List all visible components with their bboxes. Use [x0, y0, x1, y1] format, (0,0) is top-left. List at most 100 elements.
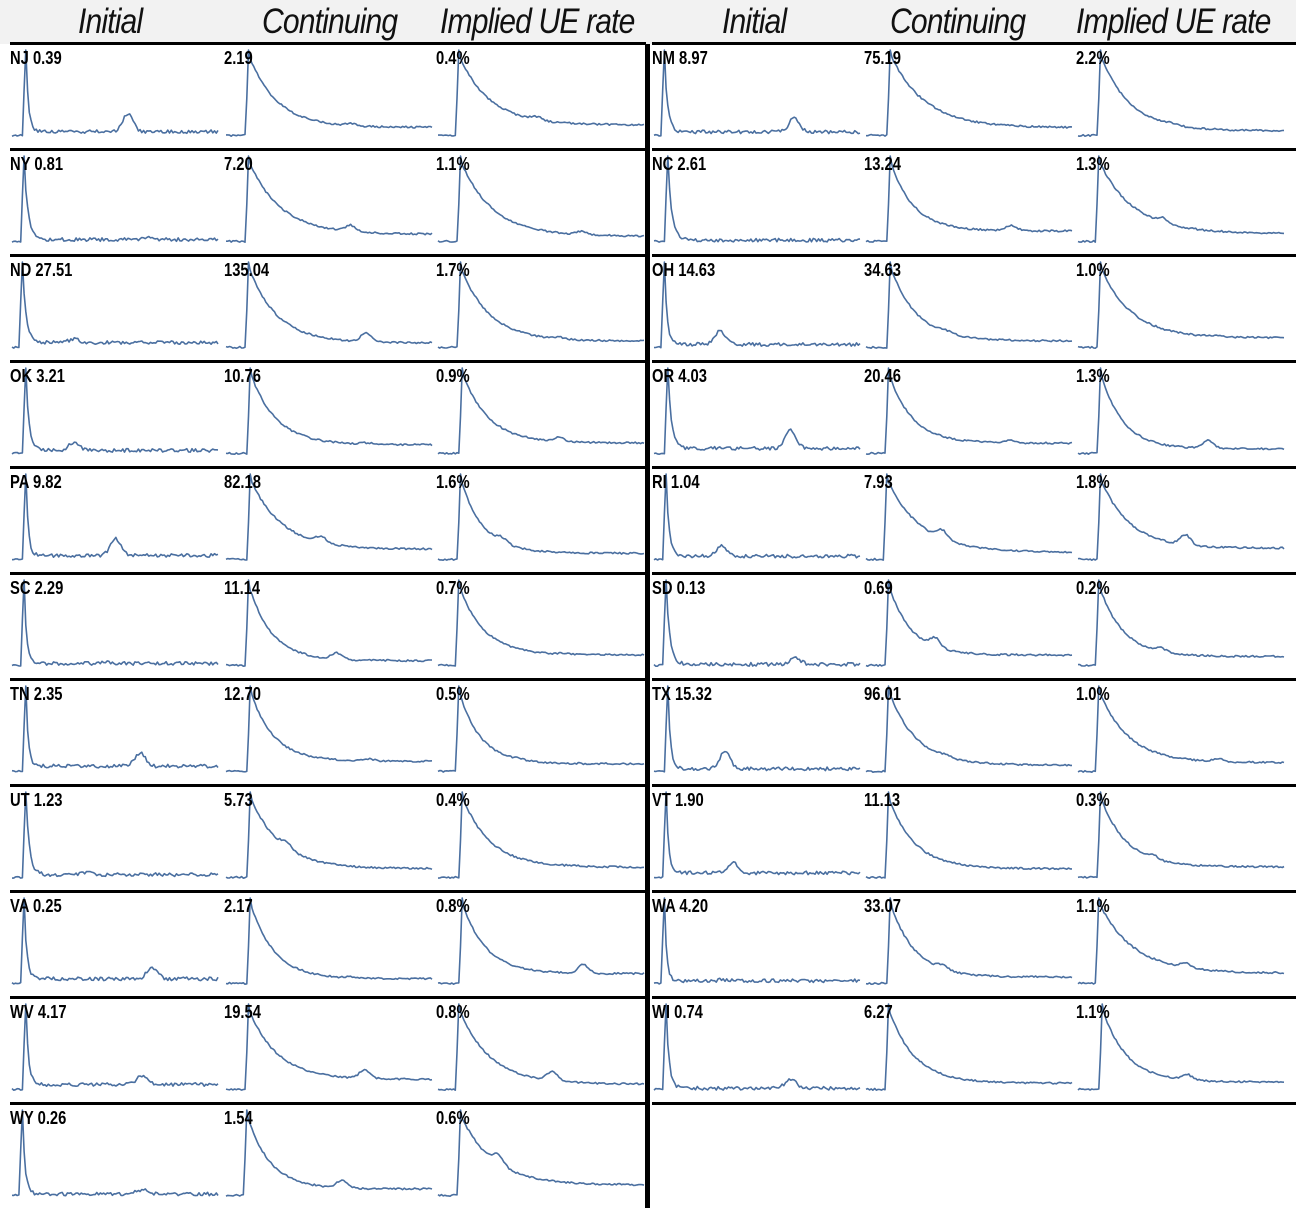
- panel-label: 1.6%: [436, 472, 470, 492]
- panel-label: 75.19: [864, 48, 901, 68]
- sparkline-series: [653, 685, 861, 773]
- sparkline-svg: [653, 579, 861, 667]
- sparkline-series: [865, 897, 1073, 985]
- sparkline-series: [865, 1003, 1073, 1091]
- sparkline-svg: [1077, 49, 1285, 137]
- sparkline-series: [11, 897, 219, 985]
- sparkline-panel: 0.8%: [436, 892, 646, 996]
- sparkline-series: [653, 473, 861, 561]
- sparkline-panel: 1.0%: [1076, 680, 1286, 784]
- sparkline-svg: [226, 155, 433, 243]
- sparkline-panel: 6.27: [864, 998, 1074, 1102]
- row-separator: [10, 466, 646, 469]
- sparkline-series: [11, 367, 219, 455]
- sparkline-svg: [225, 685, 433, 773]
- sparkline-series: [225, 897, 433, 985]
- sparkline-panel: TN 2.35: [10, 680, 220, 784]
- sparkline-panel: 10.76: [224, 362, 434, 466]
- sparkline-svg: [865, 897, 1073, 985]
- sparkline-svg: [1077, 261, 1285, 349]
- sparkline-series: [1077, 49, 1285, 137]
- panel-label: 1.8%: [1076, 472, 1110, 492]
- sparkline-svg: [865, 155, 1073, 243]
- sparkline-panel: 1.7%: [436, 256, 646, 360]
- panel-label: 1.1%: [436, 154, 470, 174]
- sparkline-svg: [1077, 1003, 1285, 1091]
- sparkline-series: [437, 261, 645, 349]
- panel-label: TN 2.35: [10, 684, 63, 704]
- panel-label: UT 1.23: [10, 790, 63, 810]
- panel-label: 82.18: [224, 472, 261, 492]
- sparkline-panel: OH 14.63: [652, 256, 862, 360]
- sparkline-svg: [437, 791, 645, 879]
- sparkline-series: [1077, 367, 1285, 455]
- sparkline-series: [226, 49, 433, 137]
- sparkline-svg: [866, 49, 1073, 137]
- sparkline-panel: 0.4%: [436, 786, 646, 890]
- panel-label: OK 3.21: [10, 366, 65, 386]
- sparkline-panel: 1.8%: [1076, 468, 1286, 572]
- sparkline-panel: 11.14: [224, 574, 434, 678]
- panel-label: 19.54: [224, 1002, 261, 1022]
- sparkline-series: [437, 897, 645, 985]
- sparkline-series: [437, 1003, 645, 1091]
- sparkline-series: [437, 685, 645, 773]
- sparkline-svg: [226, 49, 433, 137]
- panel-label: OH 14.63: [652, 260, 716, 280]
- panel-label: WI 0.74: [652, 1002, 703, 1022]
- sparkline-panel: 0.5%: [436, 680, 646, 784]
- sparkline-svg: [653, 155, 861, 243]
- sparkline-svg: [437, 155, 645, 243]
- sparkline-svg: [225, 1003, 433, 1091]
- sparkline-series: [1077, 155, 1285, 243]
- sparkline-panel: 13.24: [864, 150, 1074, 254]
- sparkline-series: [11, 1003, 219, 1091]
- sparkline-panel: 96.01: [864, 680, 1074, 784]
- sparkline-svg: [11, 897, 219, 985]
- sparkline-panel: NC 2.61: [652, 150, 862, 254]
- panel-label: VA 0.25: [10, 896, 62, 916]
- sparkline-panel: NJ 0.39: [10, 44, 220, 148]
- sparkline-panel: 33.07: [864, 892, 1074, 996]
- row-separator: [652, 996, 1296, 999]
- panel-label: 0.5%: [436, 684, 470, 704]
- panel-label: WA 4.20: [652, 896, 709, 916]
- sparkline-series: [225, 579, 432, 667]
- sparkline-svg: [1077, 579, 1285, 667]
- panel-label: NY 0.81: [10, 154, 64, 174]
- panel-label: VT 1.90: [652, 790, 704, 810]
- sparkline-series: [1077, 579, 1285, 667]
- sparkline-panel: SD 0.13: [652, 574, 862, 678]
- panel-label: 1.0%: [1076, 684, 1110, 704]
- sparkline-series: [11, 49, 219, 137]
- sparkline-panel: 1.3%: [1076, 362, 1286, 466]
- row-separator: [652, 360, 1296, 363]
- sparkline-svg: [865, 685, 1072, 773]
- sparkline-series: [11, 473, 219, 561]
- sparkline-svg: [11, 685, 219, 773]
- sparkline-panel: 0.8%: [436, 998, 646, 1102]
- panel-label: SC 2.29: [10, 578, 64, 598]
- sparkline-series: [653, 579, 861, 667]
- header-separator: [652, 42, 1296, 45]
- row-separator: [10, 572, 646, 575]
- sparkline-svg: [653, 791, 861, 879]
- row-separator: [10, 1102, 646, 1105]
- panel-label: 7.93: [864, 472, 893, 492]
- row-separator: [10, 890, 646, 893]
- sparkline-panel: 75.19: [864, 44, 1074, 148]
- row-separator: [652, 466, 1296, 469]
- sparkline-panel: UT 1.23: [10, 786, 220, 890]
- sparkline-svg: [12, 791, 219, 879]
- sparkline-svg: [11, 367, 219, 455]
- sparkline-svg: [865, 791, 1072, 879]
- panel-label: 1.54: [224, 1108, 253, 1128]
- sparkline-series: [653, 791, 861, 879]
- sparkline-panel: WI 0.74: [652, 998, 862, 1102]
- panel-label: 1.1%: [1076, 1002, 1110, 1022]
- sparkline-panel: 135.04: [224, 256, 434, 360]
- sparkline-series: [865, 791, 1072, 879]
- sparkline-series: [865, 685, 1072, 773]
- column-divider: [645, 44, 650, 1208]
- sparkline-svg: [1077, 897, 1285, 985]
